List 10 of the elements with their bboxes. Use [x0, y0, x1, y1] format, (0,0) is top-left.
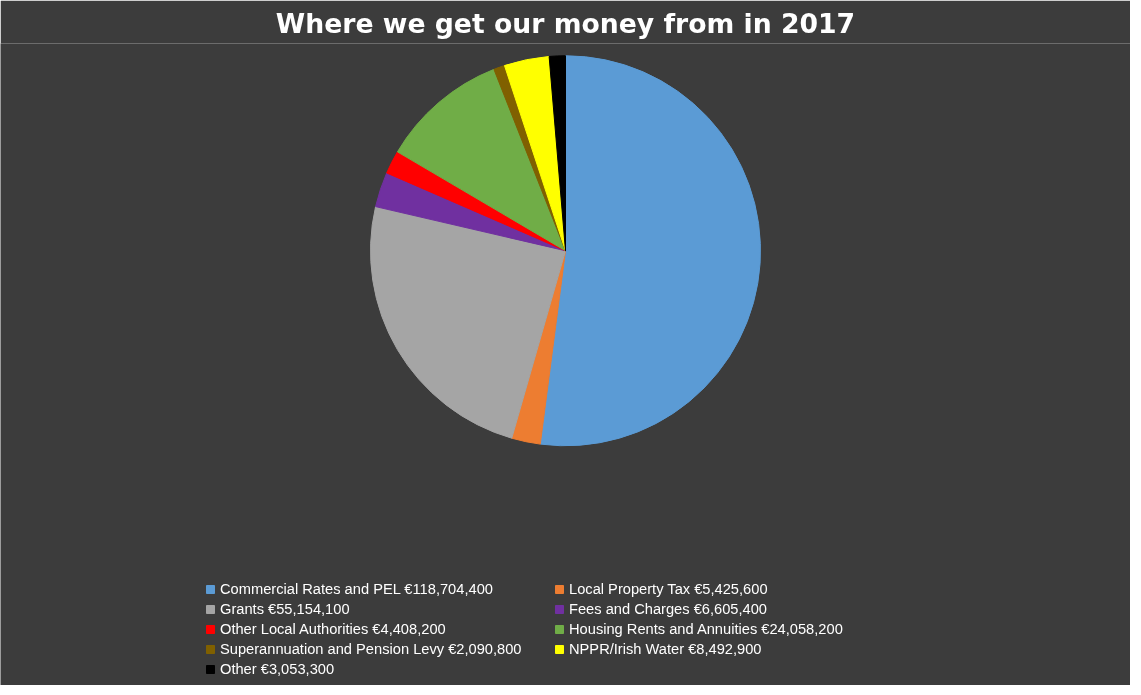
legend-label: NPPR/Irish Water €8,492,900	[569, 641, 763, 657]
legend-label: Commercial Rates and PEL €118,704,400	[220, 581, 494, 597]
legend-label: Housing Rents and Annuities €24,058,200	[569, 621, 844, 637]
legend-label: Superannuation and Pension Levy €2,090,800	[220, 641, 523, 657]
legend-label: Local Property Tax €5,425,600	[569, 581, 769, 597]
chart-title: Where we get our money from in 2017	[275, 7, 856, 39]
legend-label: Grants €55,154,100	[220, 601, 351, 617]
legend-label: Other €3,053,300	[220, 661, 336, 677]
legend-label: Other Local Authorities €4,408,200	[220, 621, 447, 637]
legend-label: Fees and Charges €6,605,400	[569, 601, 768, 617]
